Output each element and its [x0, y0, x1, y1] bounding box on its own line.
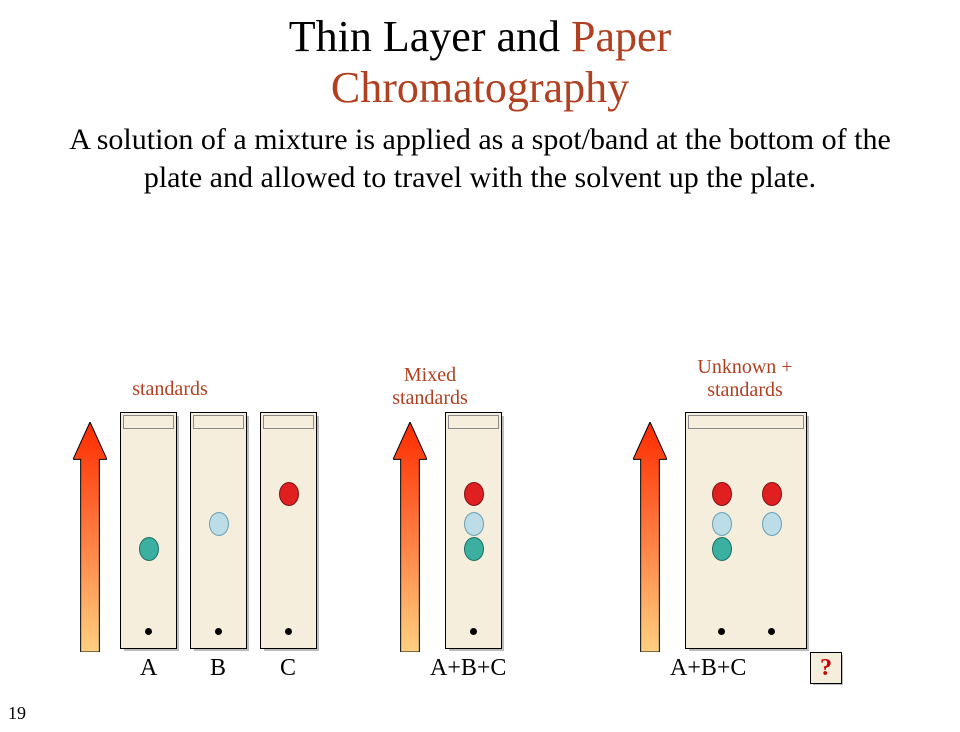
- spot-ABC-1: [464, 512, 484, 536]
- tlc-plate-ABC: [445, 412, 502, 649]
- spot-B-0: [209, 512, 229, 536]
- page-number: 19: [8, 703, 26, 724]
- tlc-plate-C: [260, 412, 317, 649]
- group-label-unknown: Unknown +standards: [675, 356, 815, 402]
- start-dot-UNK-0: [718, 628, 725, 635]
- group-label-mixed: Mixedstandards: [360, 364, 500, 410]
- slide-description: A solution of a mixture is applied as a …: [40, 121, 920, 196]
- tlc-plate-UNK: [685, 412, 807, 649]
- spot-C-0: [279, 482, 299, 506]
- slide-title: Thin Layer and Paper Chromatography: [0, 12, 960, 113]
- group-label-standards: standards: [100, 378, 240, 401]
- plate-cap: [263, 415, 314, 429]
- spot-UNK-1: [712, 512, 732, 536]
- spot-ABC-0: [464, 482, 484, 506]
- lane-label-B: B: [210, 655, 226, 682]
- title-part1: Thin Layer and: [289, 12, 571, 61]
- start-dot-B-0: [215, 628, 222, 635]
- title-part3: Chromatography: [331, 63, 629, 112]
- up-arrow-icon: [73, 422, 107, 652]
- spot-UNK-2: [712, 537, 732, 561]
- lane-label-UNK: A+B+C: [670, 655, 746, 682]
- unknown-question-mark: ?: [810, 652, 842, 684]
- start-dot-UNK-1: [768, 628, 775, 635]
- tlc-plate-A: [120, 412, 177, 649]
- spot-ABC-2: [464, 537, 484, 561]
- title-part2: Paper: [571, 12, 671, 61]
- spot-A-0: [139, 537, 159, 561]
- start-dot-C-0: [285, 628, 292, 635]
- start-dot-ABC-0: [470, 628, 477, 635]
- lane-label-C: C: [280, 655, 296, 682]
- plate-cap: [688, 415, 804, 429]
- spot-UNK-0: [712, 482, 732, 506]
- lane-label-ABC: A+B+C: [430, 655, 506, 682]
- plate-cap: [193, 415, 244, 429]
- up-arrow-icon: [393, 422, 427, 652]
- up-arrow-icon: [633, 422, 667, 652]
- start-dot-A-0: [145, 628, 152, 635]
- diagram-area: standards Mixedstandards Unknown +standard…: [0, 352, 960, 732]
- spot-UNK-4: [762, 512, 782, 536]
- tlc-plate-B: [190, 412, 247, 649]
- plate-cap: [448, 415, 499, 429]
- plate-cap: [123, 415, 174, 429]
- lane-label-A: A: [140, 655, 157, 682]
- spot-UNK-3: [762, 482, 782, 506]
